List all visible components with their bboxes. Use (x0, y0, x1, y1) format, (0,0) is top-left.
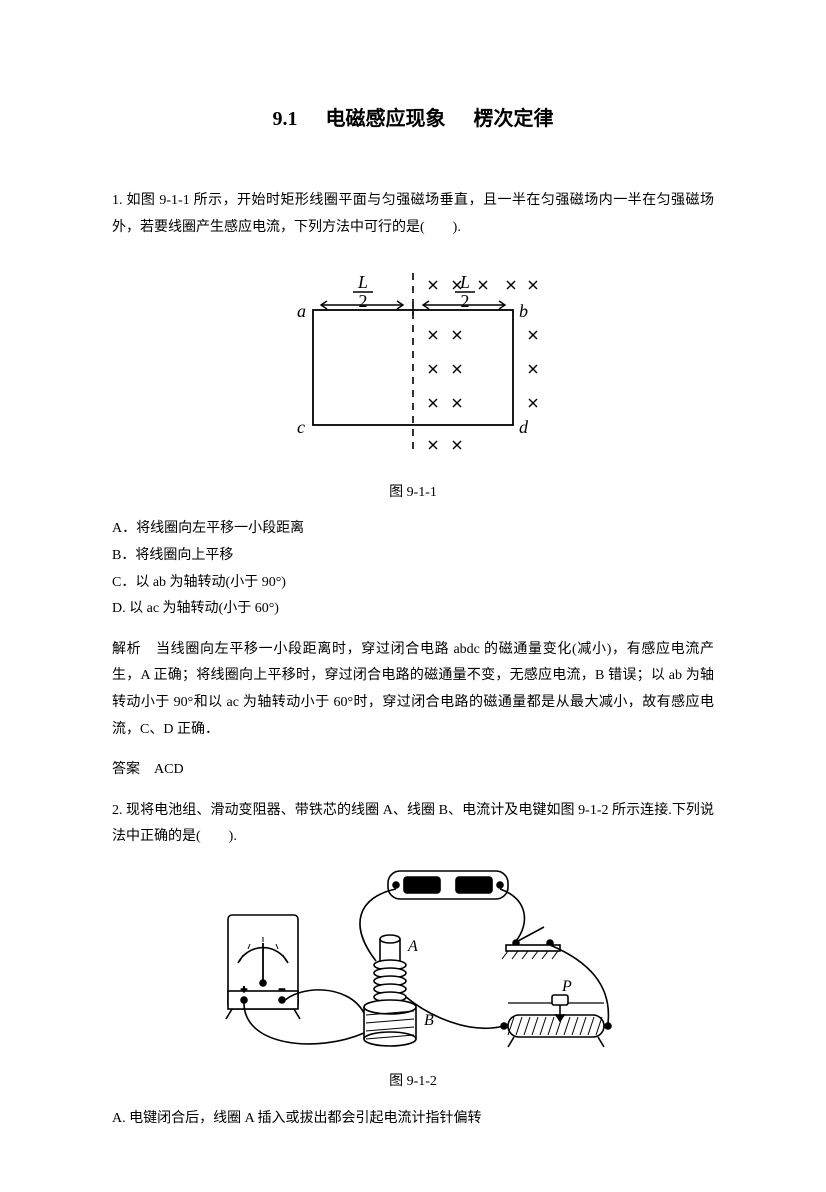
figure-9-1-1: L 2 L 2 a b c d (112, 255, 714, 476)
fig1-caption: 图 9-1-1 (112, 480, 714, 507)
fig1-svg: L 2 L 2 a b c d (283, 255, 543, 465)
svg-text:a: a (297, 301, 306, 321)
q1-opt-a: A．将线圈向左平移一小段距离 (112, 516, 714, 543)
svg-text:A: A (407, 938, 418, 955)
page: 9.1 电磁感应现象 楞次定律 1. 如图 9-1-1 所示，开始时矩形线圈平面… (0, 0, 826, 1192)
svg-text:b: b (519, 301, 528, 321)
fig2-caption: 图 9-1-2 (112, 1069, 714, 1096)
q1-stem: 1. 如图 9-1-1 所示，开始时矩形线圈平面与匀强磁场垂直，且一半在匀强磁场… (112, 188, 714, 241)
title-number: 9.1 (273, 108, 298, 130)
q1-explanation: 解析 当线圈向左平移一小段距离时，穿过闭合电路 abdc 的磁通量变化(减小)，… (112, 637, 714, 743)
title-part1: 电磁感应现象 (326, 108, 446, 130)
svg-text:−: − (279, 984, 285, 996)
svg-text:L: L (357, 272, 368, 292)
explanation-text: 当线圈向左平移一小段距离时，穿过闭合电路 abdc 的磁通量变化(减小)，有感应… (112, 642, 714, 737)
svg-text:+: + (241, 984, 247, 996)
svg-text:2: 2 (461, 291, 470, 311)
svg-text:d: d (519, 417, 529, 437)
fig2-svg: + − (208, 865, 618, 1065)
title-part2: 楞次定律 (474, 108, 554, 130)
q1-answer: 答案 ACD (112, 757, 714, 784)
svg-text:2: 2 (359, 291, 368, 311)
q2-stem: 2. 现将电池组、滑动变阻器、带铁芯的线圈 A、线圈 B、电流计及电键如图 9-… (112, 798, 714, 851)
figure-9-1-2: + − (112, 865, 714, 1065)
answer-text: ACD (140, 762, 184, 777)
q1-opt-d: D. 以 ac 为轴转动(小于 60°) (112, 596, 714, 623)
svg-text:P: P (561, 978, 572, 995)
page-title: 9.1 电磁感应现象 楞次定律 (112, 100, 714, 138)
q1-opt-c: C．以 ab 为轴转动(小于 90°) (112, 570, 714, 597)
q2-opt-a: A. 电键闭合后，线圈 A 插入或拔出都会引起电流计指针偏转 (112, 1106, 714, 1133)
svg-text:c: c (297, 417, 305, 437)
explanation-label: 解析 (112, 642, 141, 657)
q1-opt-b: B．将线圈向上平移 (112, 543, 714, 570)
answer-label: 答案 (112, 762, 140, 777)
